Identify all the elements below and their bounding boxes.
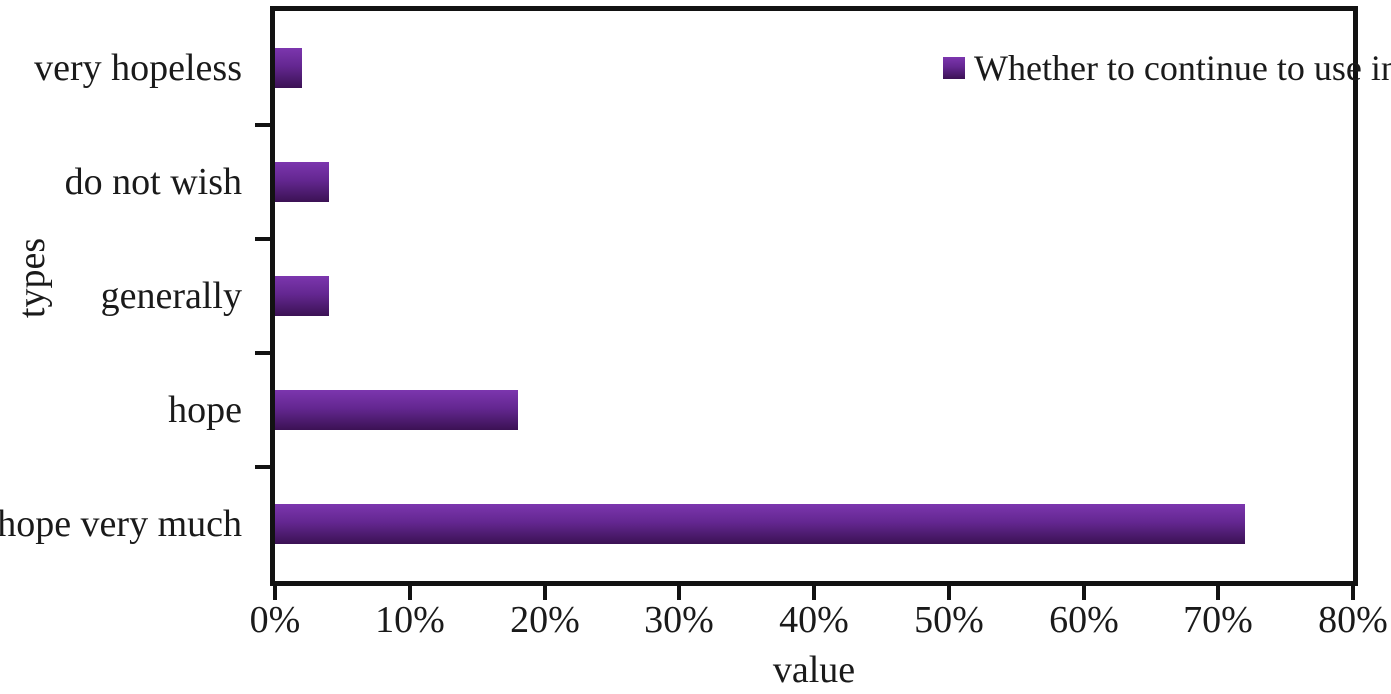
x-axis-tick-label: 40% [779, 599, 849, 641]
x-axis-tick-label: 50% [914, 599, 984, 641]
y-category-label: do not wish [64, 161, 242, 203]
x-axis-tick [1351, 584, 1355, 600]
legend: Whether to continue to use in the future [943, 47, 1391, 89]
bar-hope-very-much [275, 504, 1246, 544]
bar-generally [275, 276, 329, 316]
y-axis-tick [255, 237, 270, 241]
x-axis-tick [1082, 584, 1086, 600]
x-axis-tick-label: 70% [1183, 599, 1253, 641]
legend-marker-icon [943, 57, 965, 79]
y-category-label: hope very much [0, 503, 242, 545]
x-axis-tick-label: 60% [1049, 599, 1119, 641]
x-axis-tick [543, 584, 547, 600]
y-category-label: very hopeless [34, 47, 242, 89]
y-axis-tick [255, 123, 270, 127]
x-axis-tick-label: 0% [249, 599, 301, 641]
y-axis-tick [255, 351, 270, 355]
x-axis-tick-label: 80% [1318, 599, 1388, 641]
x-axis-tick [947, 584, 951, 600]
x-axis-tick [812, 584, 816, 600]
x-axis-tick [273, 584, 277, 600]
y-category-label: generally [100, 275, 242, 317]
bar-do-not-wish [275, 162, 329, 202]
bar-very-hopeless [275, 48, 302, 88]
y-category-labels: very hopeless do not wish generally hope hop… [0, 11, 256, 581]
x-axis-tick [1216, 584, 1220, 600]
y-axis-tick [255, 465, 270, 469]
x-axis-tick-label: 30% [644, 599, 714, 641]
x-axis-tick [408, 584, 412, 600]
plot-area: Whether to continue to use in the future [270, 6, 1391, 586]
x-axis-tick [677, 584, 681, 600]
bar-hope [275, 390, 518, 430]
x-axis-tick-label: 10% [375, 599, 445, 641]
x-axis-tick-label: 20% [510, 599, 580, 641]
legend-label: Whether to continue to use in the future [974, 48, 1391, 88]
x-axis-title: value [772, 649, 856, 691]
y-category-label: hope [168, 389, 242, 431]
